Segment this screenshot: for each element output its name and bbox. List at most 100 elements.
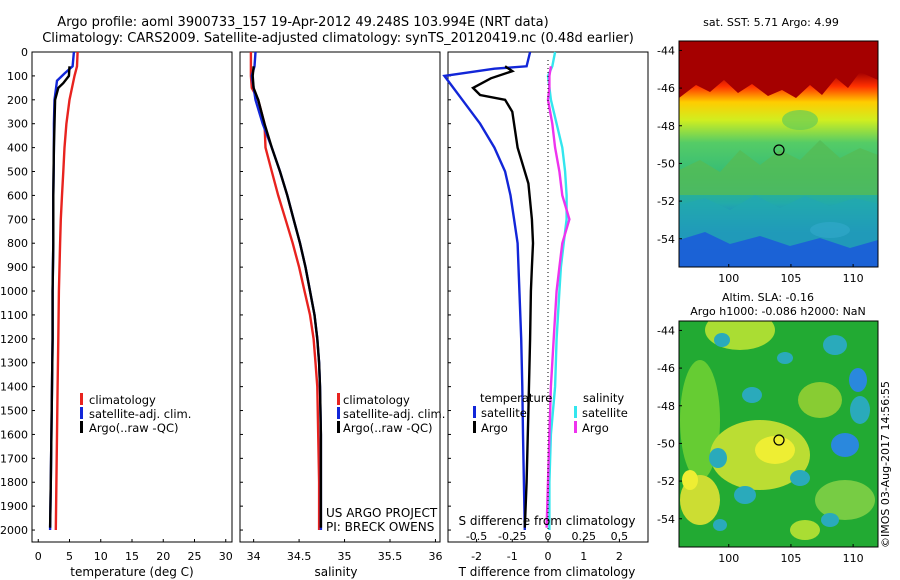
map-y-tick-label: -52 xyxy=(657,195,675,208)
x-tick-label: -2 xyxy=(471,550,482,563)
legend-swatch-temp-satellite xyxy=(473,406,476,418)
difference-top-xticks: -0.5-0.2500.250.5 xyxy=(466,530,628,543)
legend-label-climatology: climatology xyxy=(343,393,410,407)
sst-map xyxy=(679,41,878,267)
legend-label-sal-argo: Argo xyxy=(582,421,609,435)
depth-tick-label: 500 xyxy=(7,166,28,179)
temperature-xlabel: temperature (deg C) xyxy=(70,565,193,579)
map-y-tick-label: -48 xyxy=(657,400,675,413)
sst-map-yticks: -44 -46 -48 -50 -52 -54 xyxy=(657,44,682,246)
legend-swatch-climatology xyxy=(80,393,83,405)
legend-label-satellite: satellite-adj. clim. xyxy=(343,407,445,421)
x-tick-label: 5 xyxy=(66,550,73,563)
legend-swatch-sal-satellite xyxy=(574,406,577,418)
difference-legend: temperature salinity satellite Argo sate… xyxy=(473,391,628,435)
map-y-tick-label: -48 xyxy=(657,120,675,133)
depth-tick-label: 200 xyxy=(7,94,28,107)
map-x-tick-label: 110 xyxy=(843,552,864,565)
sla-map xyxy=(679,321,878,547)
series-line-temperature-argo xyxy=(471,65,535,528)
x-tick-label: -1 xyxy=(507,550,518,563)
series-line-argo-raw-qc- xyxy=(251,66,323,528)
depth-tick-label: 1200 xyxy=(0,333,28,346)
temperature-lines xyxy=(48,51,79,531)
depth-tick-label: 1600 xyxy=(0,428,28,441)
sst-map-frame xyxy=(678,40,879,268)
series-line-salinity-argo xyxy=(545,66,571,528)
temperature-legend: climatology satellite-adj. clim. Argo(..… xyxy=(80,393,191,435)
sla-map-frame xyxy=(678,320,879,548)
map-y-tick-label: -54 xyxy=(657,233,675,246)
x-tick-label: 15 xyxy=(125,550,139,563)
depth-tick-label: 800 xyxy=(7,237,28,250)
depth-tick-label: 1300 xyxy=(0,357,28,370)
map-x-tick-label: 105 xyxy=(780,272,801,285)
top-x-tick-label: 0.5 xyxy=(611,530,629,543)
salinity-xticks: 34 34.5 35 35.5 36 xyxy=(247,539,442,563)
x-tick-label: 35 xyxy=(338,550,352,563)
map-y-tick-label: -52 xyxy=(657,475,675,488)
legend-label-argo: Argo(..raw -QC) xyxy=(89,421,179,435)
depth-tick-label: 400 xyxy=(7,142,28,155)
x-tick-label: 0 xyxy=(35,550,42,563)
depth-tick-label: 0 xyxy=(21,46,28,59)
map-y-tick-label: -54 xyxy=(657,513,675,526)
depth-tick-label: 1500 xyxy=(0,405,28,418)
salinity-lines xyxy=(249,51,323,530)
project-note-line2: PI: BRECK OWENS xyxy=(326,520,434,534)
map-x-tick-label: 100 xyxy=(718,272,739,285)
map-y-tick-label: -50 xyxy=(657,157,675,170)
x-tick-label: 34.5 xyxy=(287,550,312,563)
sla-map-yticks: -44 -46 -48 -50 -52 -54 xyxy=(657,324,682,526)
legend-swatch-argo xyxy=(80,421,83,433)
sst-map-xticks: 100 105 110 xyxy=(718,264,864,285)
legend-swatch-satellite xyxy=(337,407,340,419)
x-tick-label: 35.5 xyxy=(378,550,403,563)
legend-swatch-temp-argo xyxy=(473,421,476,433)
depth-tick-label: 1800 xyxy=(0,476,28,489)
map-y-tick-label: -44 xyxy=(657,324,675,337)
map-x-tick-label: 110 xyxy=(843,272,864,285)
x-tick-label: 36 xyxy=(428,550,442,563)
depth-tick-label: 900 xyxy=(7,261,28,274)
sla-map-xticks: 100 105 110 xyxy=(718,544,864,565)
x-tick-label: 2 xyxy=(616,550,623,563)
x-tick-label: 10 xyxy=(94,550,108,563)
map-y-tick-label: -46 xyxy=(657,82,675,95)
salinity-panel xyxy=(239,51,441,543)
project-note-line1: US ARGO PROJECT xyxy=(326,506,438,520)
difference-xticks: -2 -1 0 1 2 xyxy=(471,539,623,563)
temperature-panel xyxy=(31,51,233,543)
difference-xlabel: T difference from climatology xyxy=(458,565,636,579)
depth-tick-label: 1900 xyxy=(0,500,28,513)
series-line-temperature-satellite xyxy=(442,51,532,531)
figure-title-line2: Climatology: CARS2009. Satellite-adjuste… xyxy=(42,31,634,46)
legend-swatch-sal-argo xyxy=(574,421,577,433)
map-y-tick-label: -50 xyxy=(657,437,675,450)
x-tick-label: 20 xyxy=(156,550,170,563)
legend-temperature-title: temperature xyxy=(480,391,552,405)
difference-top-xlabel: S difference from climatology xyxy=(459,514,636,528)
legend-swatch-argo xyxy=(337,421,340,433)
depth-tick-label: 1400 xyxy=(0,381,28,394)
top-x-tick-label: -0.5 xyxy=(466,530,487,543)
x-tick-label: 0 xyxy=(545,550,552,563)
depth-tick-label: 1000 xyxy=(0,285,28,298)
x-tick-label: 34 xyxy=(247,550,261,563)
legend-label-sal-satellite: satellite xyxy=(582,406,628,420)
salinity-legend: climatology satellite-adj. clim. Argo(..… xyxy=(337,393,445,435)
difference-lines xyxy=(442,51,571,531)
legend-label-argo: Argo(..raw -QC) xyxy=(343,421,433,435)
sst-argo-location-marker xyxy=(773,144,785,156)
depth-tick-label: 100 xyxy=(7,70,28,83)
legend-label-temp-satellite: satellite xyxy=(481,406,527,420)
imos-stamp: ©IMOS 03-Aug-2017 14:56:55 xyxy=(879,381,892,548)
map-y-tick-label: -46 xyxy=(657,362,675,375)
legend-swatch-satellite xyxy=(80,407,83,419)
map-x-tick-label: 105 xyxy=(780,552,801,565)
map-x-tick-label: 100 xyxy=(718,552,739,565)
x-tick-label: 25 xyxy=(188,550,202,563)
map-y-tick-label: -44 xyxy=(657,44,675,57)
top-x-tick-label: -0.25 xyxy=(498,530,526,543)
